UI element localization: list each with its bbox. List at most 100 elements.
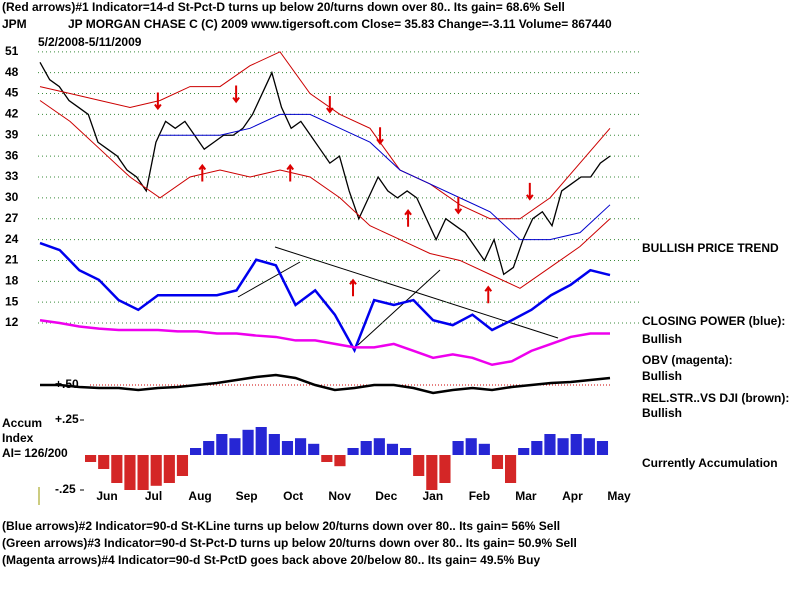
accum-bar	[596, 441, 609, 455]
series-line	[39, 241, 611, 354]
y-tick-label: 27	[5, 211, 19, 225]
accum-bar	[373, 438, 385, 455]
annotation: Bullish	[642, 406, 682, 420]
series-line	[39, 319, 610, 367]
signal-arrow	[198, 163, 207, 182]
y-tick-label: 45	[5, 86, 19, 100]
accum-bar	[321, 455, 333, 462]
x-tick-label: Apr	[562, 489, 583, 503]
accum-bar	[491, 455, 504, 469]
y-tick-label: +.25	[55, 412, 79, 426]
signal-arrow	[286, 163, 295, 182]
y-tick-label: 18	[5, 273, 19, 287]
signal-arrow	[526, 182, 534, 201]
signal-arrow	[404, 209, 412, 227]
accum-bar	[426, 455, 438, 490]
y-tick-label: 51	[5, 44, 19, 58]
footer-text: (Magenta arrows)#4 Indicator=90-d St-Pct…	[2, 553, 541, 567]
accum-bar	[229, 438, 241, 455]
accum-bar	[295, 438, 307, 455]
accum-bar	[137, 455, 149, 490]
accum-bar	[505, 455, 517, 483]
trend-line	[237, 261, 301, 298]
accum-bar	[163, 455, 175, 483]
subtitle: JP MORGAN CHASE C (C) 2009 www.tigersoft…	[68, 17, 612, 31]
accum-label: Index	[2, 431, 34, 445]
annotation: Bullish	[642, 332, 682, 346]
x-tick-label: Sep	[236, 489, 258, 503]
accum-bar	[347, 448, 359, 455]
signal-arrow	[232, 85, 240, 104]
accum-bar	[203, 441, 215, 455]
footer-text: (Blue arrows)#2 Indicator=90-d St-KLine …	[2, 519, 560, 533]
accum-bar	[242, 429, 254, 455]
accum-bar	[176, 455, 189, 476]
accum-bar	[281, 441, 294, 455]
accum-bar	[85, 455, 97, 462]
y-tick-label: 48	[5, 65, 19, 79]
series-line	[39, 61, 611, 276]
symbol: JPM	[2, 17, 27, 31]
series-line	[39, 51, 611, 220]
x-tick-label: Dec	[375, 489, 397, 503]
series-line	[160, 113, 611, 241]
annotation: BULLISH PRICE TREND	[642, 241, 779, 255]
accum-bar	[557, 438, 569, 455]
y-tick-label: 21	[5, 253, 19, 267]
footer-text: (Green arrows)#3 Indicator=90-d St-Pct-D…	[2, 536, 577, 550]
y-tick-label: 39	[5, 127, 19, 141]
series-line	[40, 373, 611, 395]
accum-bar	[518, 448, 530, 455]
accum-bar	[465, 438, 477, 455]
signal-arrow	[376, 127, 384, 145]
signal-arrow	[484, 285, 493, 304]
annotation: Bullish	[642, 369, 682, 383]
y-tick-label: 15	[5, 294, 19, 308]
accum-bar	[478, 443, 490, 455]
accum-bar	[400, 448, 412, 455]
y-tick-label: 33	[5, 169, 19, 183]
accum-bar	[583, 438, 595, 455]
x-tick-label: Jan	[422, 489, 443, 503]
trend-line	[357, 269, 441, 346]
accum-bar	[386, 443, 399, 455]
signal-arrow	[454, 196, 463, 215]
x-tick-label: Nov	[328, 489, 351, 503]
y-tick-label: -.25	[55, 482, 76, 496]
signal-arrow	[349, 278, 357, 297]
annotation: OBV (magenta):	[642, 353, 733, 367]
accum-bar	[360, 441, 372, 455]
x-tick-label: May	[607, 489, 631, 503]
chart-title: (Red arrows)#1 Indicator=14-d St-Pct-D t…	[2, 0, 565, 14]
accum-bar	[452, 441, 464, 455]
accum-bar	[124, 455, 136, 490]
accum-ai: AI= 126/200	[2, 446, 68, 460]
x-tick-label: Aug	[188, 489, 211, 503]
signal-arrow	[326, 95, 334, 114]
y-tick-label: +.50	[55, 377, 79, 391]
y-tick-label: 30	[5, 190, 19, 204]
accum-bar	[570, 434, 582, 455]
accum-label: Accum	[2, 416, 42, 430]
date-range: 5/2/2008-5/11/2009	[38, 35, 142, 49]
accum-bar	[268, 434, 280, 455]
y-tick-label: 12	[5, 315, 19, 329]
annotation: Currently Accumulation	[642, 456, 778, 470]
accum-bar	[98, 455, 110, 469]
accum-bar	[255, 427, 267, 455]
x-tick-label: Mar	[515, 489, 537, 503]
y-tick-label: 42	[5, 107, 19, 121]
x-tick-label: Oct	[283, 489, 303, 503]
accum-bar	[531, 441, 543, 455]
accum-bar	[150, 455, 162, 486]
accum-bar	[544, 434, 556, 455]
accum-bar	[308, 443, 320, 455]
annotation: CLOSING POWER (blue):	[642, 314, 785, 328]
x-tick-label: Feb	[469, 489, 490, 503]
y-tick-label: 24	[5, 232, 19, 246]
x-tick-label: Jun	[96, 489, 117, 503]
accum-bar	[216, 434, 228, 455]
series-line	[39, 100, 611, 289]
x-tick-label: Jul	[145, 489, 162, 503]
